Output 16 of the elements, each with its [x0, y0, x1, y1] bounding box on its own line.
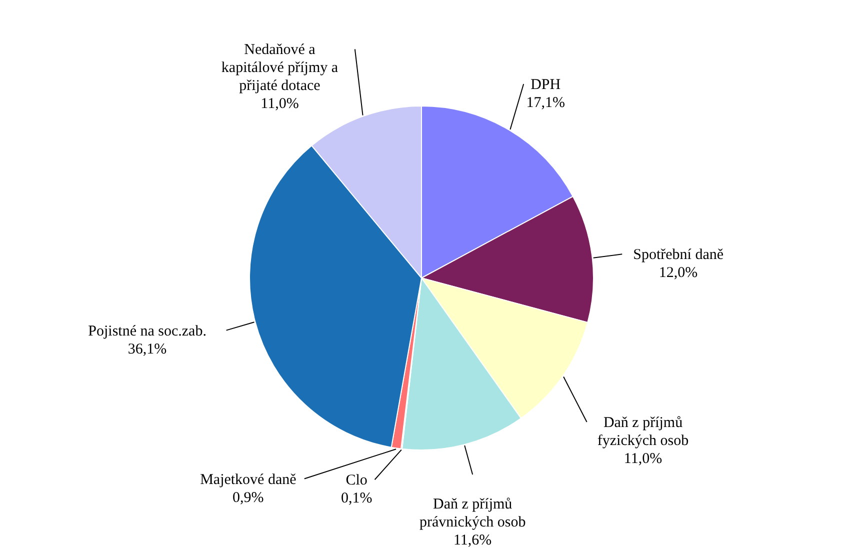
- data-label: 17,1%: [526, 94, 565, 111]
- slice-label: Nedaňové a kapitálové příjmy a přijaté dotace: [221, 42, 338, 94]
- slice-label: Spotřební daně: [633, 247, 724, 264]
- slice-label: Pojistné na soc.zab.: [88, 323, 206, 340]
- data-label: 11,0%: [624, 451, 662, 468]
- data-label: 0,1%: [340, 490, 372, 507]
- data-label: 11,0%: [260, 96, 299, 112]
- data-label: 0,9%: [232, 490, 264, 506]
- data-label: 36,1%: [128, 341, 167, 358]
- slice-label: Majetkové daně: [200, 472, 297, 488]
- data-label: 11,6%: [453, 532, 492, 549]
- slice-label: Daň z příjmů právnických osob: [419, 496, 526, 531]
- data-label: 12,0%: [658, 265, 698, 282]
- slice-label: DPH: [530, 76, 561, 93]
- slice-label: Daň z příjmů fyzických osob: [597, 415, 689, 450]
- slice-label: Clo: [346, 472, 368, 489]
